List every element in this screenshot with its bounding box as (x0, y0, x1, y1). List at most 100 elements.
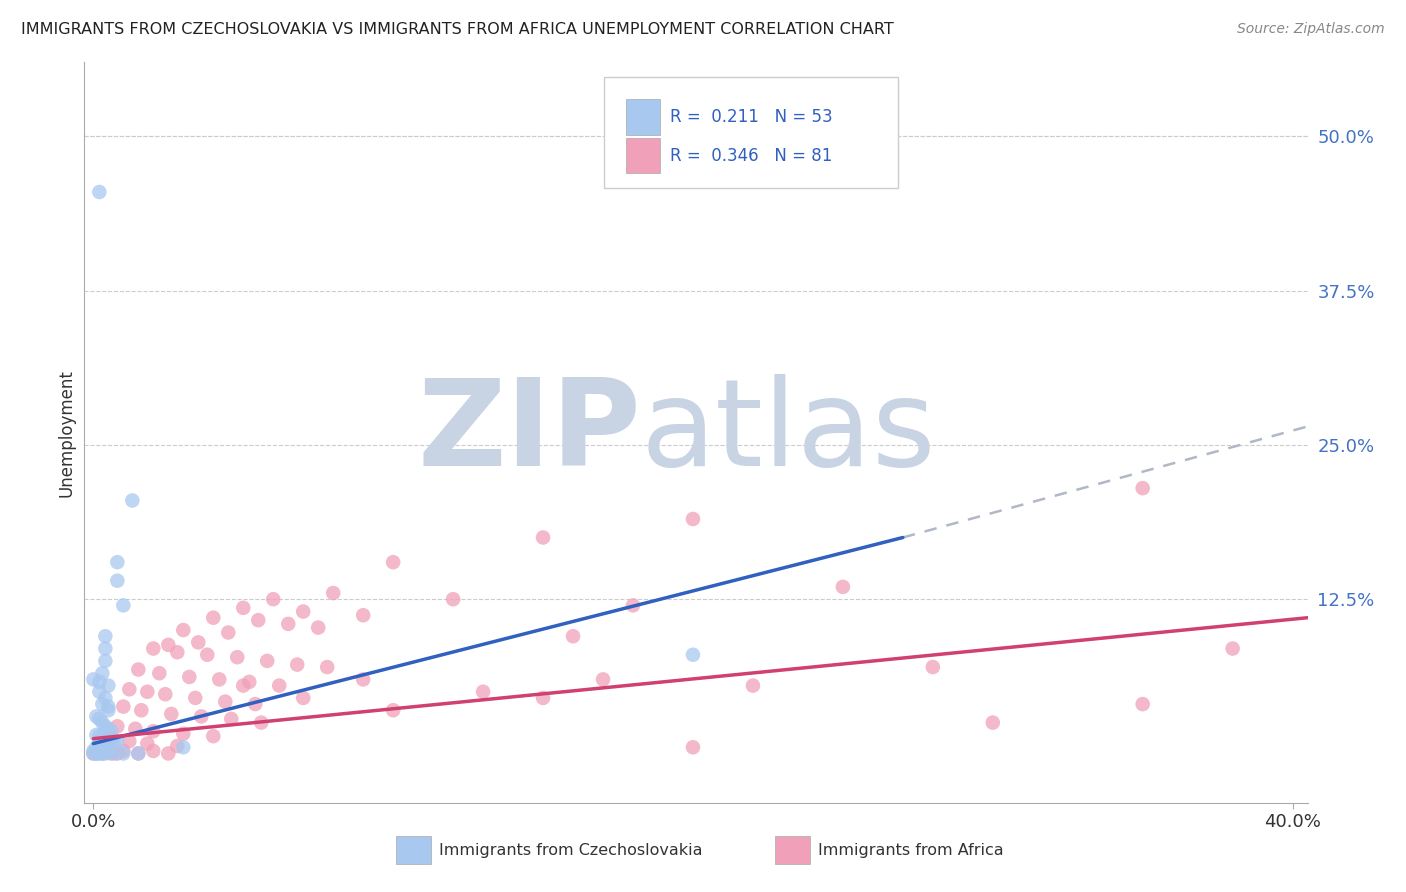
Point (94, 747, 117, 761)
Point (103, 747, 125, 761)
Point (352, 608, 374, 623)
Point (89, 685, 111, 699)
Point (86, 747, 108, 761)
Point (127, 747, 149, 761)
Point (91, 731, 114, 745)
Point (89, 747, 111, 761)
FancyBboxPatch shape (396, 836, 430, 864)
Point (94, 719, 117, 733)
Point (127, 663, 149, 677)
Point (292, 690, 315, 705)
Point (682, 740, 704, 755)
Point (91, 743, 114, 757)
Point (285, 657, 308, 672)
Point (172, 727, 194, 741)
Point (1132, 481, 1154, 495)
Point (592, 673, 614, 687)
Point (562, 629, 585, 643)
Point (97, 699, 120, 714)
Point (86, 745, 108, 759)
Point (155, 687, 177, 701)
Point (531, 531, 554, 545)
Point (100, 724, 122, 739)
Point (94, 739, 117, 753)
Point (307, 621, 329, 635)
Point (94, 690, 117, 705)
Point (157, 638, 180, 652)
Point (118, 734, 141, 748)
Point (105, 555, 128, 569)
Point (97, 679, 120, 693)
FancyBboxPatch shape (626, 138, 661, 173)
Point (981, 715, 1004, 730)
Point (136, 737, 159, 751)
Point (97, 703, 120, 717)
Point (148, 666, 170, 681)
Point (91, 747, 114, 761)
Point (232, 600, 254, 615)
Point (112, 699, 135, 714)
Text: ZIP: ZIP (418, 374, 641, 491)
Point (89, 712, 111, 726)
Point (94, 641, 117, 656)
Point (89, 741, 111, 756)
Point (157, 747, 180, 761)
Point (97, 745, 120, 759)
Point (121, 493, 143, 508)
Text: IMMIGRANTS FROM CZECHOSLOVAKIA VS IMMIGRANTS FROM AFRICA UNEMPLOYMENT CORRELATIO: IMMIGRANTS FROM CZECHOSLOVAKIA VS IMMIGR… (21, 22, 894, 37)
Point (142, 724, 165, 739)
Point (184, 690, 207, 705)
Point (1132, 697, 1154, 711)
Point (86, 747, 108, 761)
Point (89, 745, 111, 759)
Point (245, 697, 267, 711)
Point (82, 747, 104, 761)
Point (172, 623, 194, 637)
Point (97, 722, 120, 736)
Point (250, 715, 273, 730)
Y-axis label: Unemployment: Unemployment (58, 368, 76, 497)
Point (202, 729, 225, 743)
Point (352, 673, 374, 687)
Point (112, 599, 135, 613)
Point (382, 555, 405, 569)
Point (100, 747, 122, 761)
Point (382, 703, 405, 717)
Point (190, 709, 212, 723)
Point (316, 660, 339, 674)
Point (531, 690, 554, 705)
Text: Source: ZipAtlas.com: Source: ZipAtlas.com (1237, 22, 1385, 37)
Point (91, 747, 114, 761)
Point (142, 641, 165, 656)
Text: Immigrants from Africa: Immigrants from Africa (818, 843, 1004, 858)
Point (682, 512, 704, 526)
Point (269, 679, 291, 693)
Point (91, 666, 114, 681)
Point (142, 744, 165, 758)
Point (89, 674, 111, 689)
Point (322, 586, 344, 600)
Point (226, 650, 249, 665)
Point (921, 660, 943, 674)
Point (831, 580, 853, 594)
Point (105, 719, 128, 733)
Point (195, 648, 218, 662)
Point (86, 709, 108, 723)
FancyBboxPatch shape (626, 99, 661, 135)
Point (277, 616, 299, 631)
Point (100, 731, 122, 746)
Text: R =  0.346   N = 81: R = 0.346 N = 81 (671, 146, 832, 165)
Text: atlas: atlas (641, 374, 936, 491)
Point (94, 741, 117, 756)
Point (172, 740, 194, 755)
Point (238, 674, 260, 689)
Point (1222, 641, 1244, 656)
Point (682, 648, 704, 662)
Point (89, 745, 111, 759)
Point (89, 185, 111, 199)
FancyBboxPatch shape (605, 78, 898, 188)
Point (131, 703, 153, 717)
Point (232, 679, 254, 693)
Point (82, 673, 104, 687)
Point (166, 645, 188, 659)
